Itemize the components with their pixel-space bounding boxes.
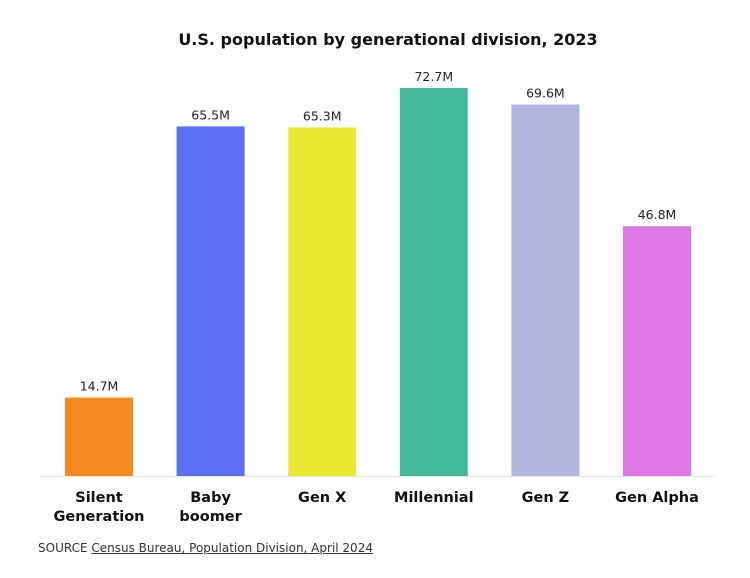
data-label-5: 46.8M xyxy=(638,207,677,222)
category-label-5: Gen Alpha xyxy=(615,490,699,506)
chart-title: U.S. population by generational division… xyxy=(178,30,597,49)
data-label-2: 65.3M xyxy=(303,108,342,123)
category-label-2: Gen X xyxy=(298,490,346,506)
bar-3 xyxy=(399,88,468,476)
source-link[interactable]: Census Bureau, Population Division, Apri… xyxy=(91,541,373,555)
data-label-4: 69.6M xyxy=(526,86,565,101)
data-label-1: 65.5M xyxy=(191,107,230,122)
bar-4 xyxy=(511,104,580,476)
source-label: SOURCE xyxy=(38,541,88,555)
bar-5 xyxy=(623,226,691,476)
category-label-1: Baby boomer xyxy=(179,490,242,525)
data-label-3: 72.7M xyxy=(414,69,453,84)
data-label-0: 14.7M xyxy=(80,379,119,394)
category-label-3: Millennial xyxy=(394,490,474,506)
bar-2 xyxy=(288,127,357,477)
category-label-0: Silent Generation xyxy=(53,490,144,525)
bar-0 xyxy=(65,397,133,476)
bar-1 xyxy=(176,126,245,477)
source-note: SOURCE Census Bureau, Population Divisio… xyxy=(38,541,373,555)
category-label-4: Gen Z xyxy=(522,490,570,506)
